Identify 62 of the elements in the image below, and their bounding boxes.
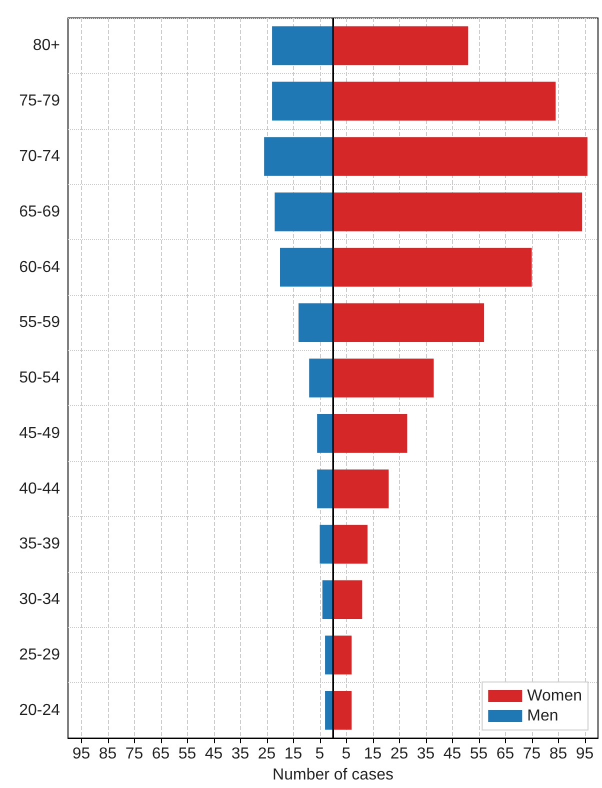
- y-tick-label: 75-79: [19, 92, 60, 110]
- y-tick-label: 30-34: [19, 591, 60, 608]
- y-tick-label: 50-54: [19, 370, 60, 387]
- bar: [317, 414, 333, 453]
- y-tick-label: 40-44: [19, 480, 60, 498]
- y-tick-label: 25-29: [19, 646, 60, 664]
- bar: [333, 691, 352, 730]
- bar: [333, 580, 362, 620]
- x-tick-label: 25: [258, 746, 276, 763]
- x-tick-label: 45: [204, 746, 223, 763]
- x-tick-label: 15: [364, 746, 382, 763]
- x-tick-label: 85: [549, 746, 568, 763]
- x-tick-label: 75: [125, 746, 144, 763]
- bar: [333, 248, 532, 287]
- x-axis-title: Number of cases: [272, 766, 394, 784]
- bar: [333, 82, 556, 120]
- bar: [333, 26, 468, 66]
- bar: [309, 358, 333, 398]
- x-tick-label: 35: [231, 746, 250, 763]
- x-tick-label: 75: [522, 746, 541, 763]
- bar: [333, 358, 434, 398]
- bar: [317, 469, 333, 508]
- y-tick-label: 55-59: [19, 314, 60, 332]
- x-tick-label: 25: [390, 746, 408, 763]
- x-tick-label: 95: [576, 746, 594, 763]
- bar: [333, 137, 588, 176]
- bar: [280, 248, 333, 287]
- bar: [333, 414, 408, 453]
- bar: [333, 192, 582, 232]
- x-tick-label: 65: [152, 746, 170, 763]
- x-tick-label: 5: [315, 746, 324, 763]
- y-tick-label: 20-24: [19, 702, 60, 719]
- bar: [322, 580, 333, 620]
- x-tick-label: 65: [496, 746, 514, 763]
- bar: [298, 303, 333, 342]
- x-tick-label: 55: [470, 746, 488, 763]
- y-tick-label: 70-74: [19, 148, 60, 165]
- bar: [325, 691, 333, 730]
- x-tick-label: 85: [98, 746, 117, 763]
- y-tick-label: 60-64: [19, 258, 60, 276]
- y-tick-label: 35-39: [19, 536, 60, 553]
- bar: [264, 137, 333, 176]
- x-tick-label: 95: [72, 746, 90, 763]
- x-tick-label: 15: [284, 746, 302, 763]
- legend-label: Women: [527, 688, 582, 704]
- bar: [333, 303, 484, 342]
- y-tick-label: 45-49: [19, 424, 60, 442]
- bar: [333, 469, 389, 508]
- legend-label: Men: [527, 708, 558, 724]
- bar: [320, 524, 333, 564]
- x-tick-label: 45: [443, 746, 462, 763]
- bar: [325, 636, 333, 674]
- x-tick-label: 35: [416, 746, 435, 763]
- x-tick-label: 5: [342, 746, 351, 763]
- bar: [333, 636, 352, 674]
- y-tick-label: 80+: [32, 37, 60, 54]
- bar: [274, 192, 333, 232]
- bar: [272, 82, 333, 120]
- bar: [333, 524, 368, 564]
- y-tick-label: 65-69: [19, 203, 60, 220]
- x-tick-label: 55: [178, 746, 196, 763]
- bar: [272, 26, 333, 66]
